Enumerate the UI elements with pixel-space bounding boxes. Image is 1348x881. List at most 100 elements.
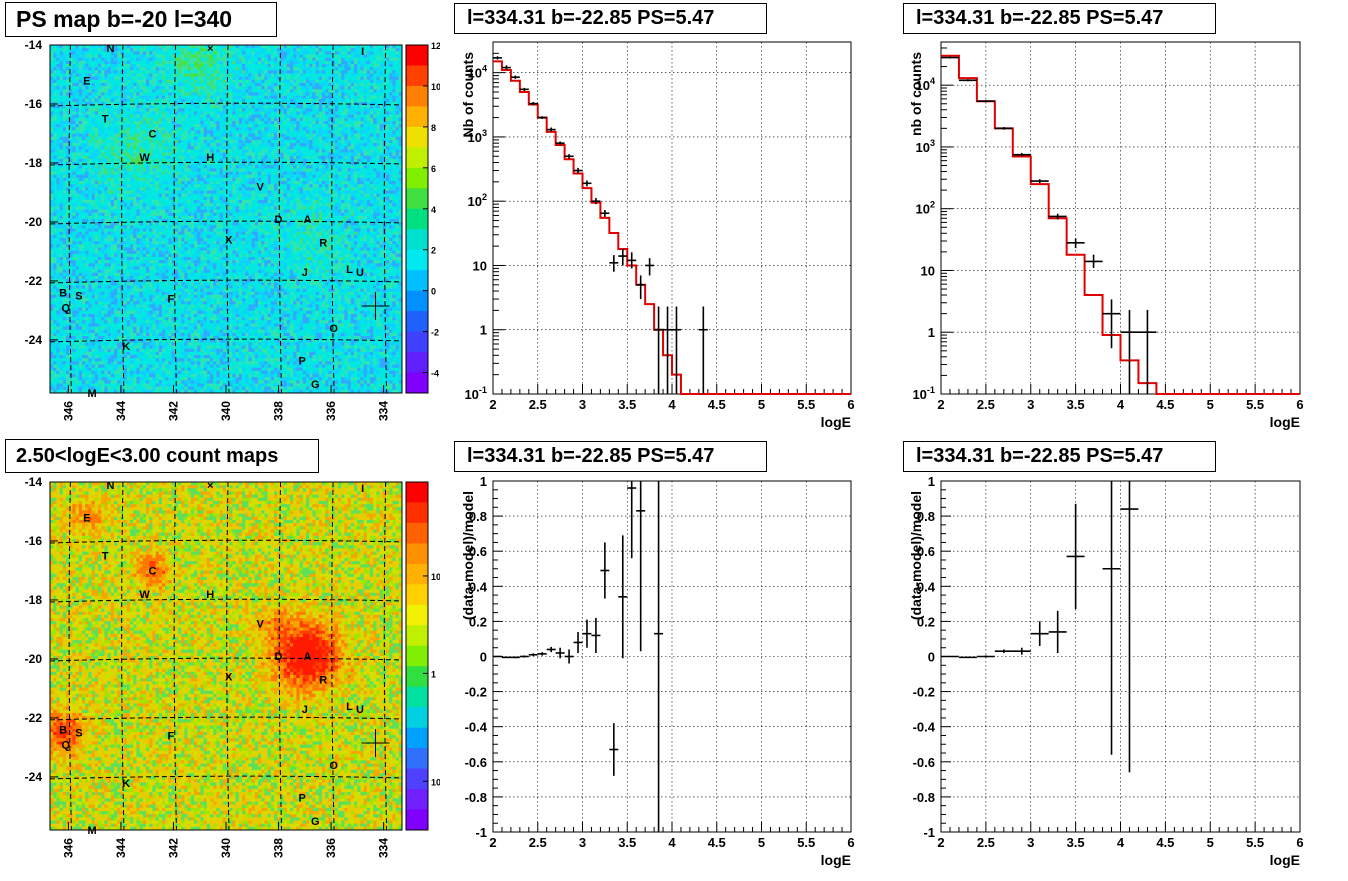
map-x-tick-label: 340 bbox=[219, 838, 233, 858]
source-label: E bbox=[83, 512, 90, 524]
map-y-tick-label: -16 bbox=[25, 97, 43, 111]
source-label: L bbox=[346, 701, 353, 713]
data-point bbox=[1067, 238, 1085, 248]
colorbar-swatch bbox=[406, 482, 428, 503]
map-y-tick-label: -22 bbox=[25, 711, 43, 725]
y-tick-label: 10-1 bbox=[464, 385, 487, 402]
colorbar-tick-label: -4 bbox=[431, 369, 439, 379]
source-label: I bbox=[361, 46, 364, 58]
source-label: C bbox=[148, 128, 156, 140]
y-tick-label: -0.6 bbox=[465, 755, 487, 770]
data-point bbox=[977, 655, 995, 657]
colorbar-swatch bbox=[406, 687, 428, 708]
colorbar-swatch bbox=[406, 86, 428, 107]
y-tick-label: 10 bbox=[921, 263, 935, 278]
x-tick-label: 6 bbox=[847, 835, 854, 850]
data-point bbox=[995, 649, 1013, 653]
source-label: W bbox=[139, 152, 150, 164]
source-label: M bbox=[87, 388, 96, 400]
map-x-tick-label: 334 bbox=[377, 838, 391, 858]
colorbar-swatch bbox=[406, 707, 428, 728]
data-point bbox=[1085, 255, 1103, 268]
y-tick-label: -0.4 bbox=[913, 720, 936, 735]
y-tick-label: 1 bbox=[480, 323, 487, 338]
data-point bbox=[538, 652, 547, 656]
ps-map-title: PS map b=-20 l=340 bbox=[5, 2, 277, 37]
y-tick-label: 102 bbox=[915, 200, 935, 217]
x-tick-label: 3.5 bbox=[618, 397, 636, 412]
colorbar-tick-label: 10 bbox=[431, 82, 440, 92]
data-point bbox=[609, 723, 618, 776]
data-point bbox=[636, 481, 645, 651]
source-label: × bbox=[207, 43, 213, 55]
colorbar-tick-label: 2 bbox=[431, 246, 436, 256]
colorbar-swatch bbox=[406, 332, 428, 353]
data-point bbox=[636, 275, 645, 299]
colorbar-swatch bbox=[406, 45, 428, 66]
colorbar-swatch bbox=[406, 311, 428, 332]
colorbar-swatch bbox=[406, 373, 428, 394]
map-x-tick-label: 340 bbox=[219, 401, 233, 421]
y-tick-label: 1 bbox=[928, 325, 935, 340]
source-label: O bbox=[329, 323, 338, 335]
map-x-tick-label: 342 bbox=[166, 838, 180, 858]
colorbar-swatch bbox=[406, 229, 428, 250]
y-tick-label: -1 bbox=[475, 825, 487, 840]
x-tick-label: 5 bbox=[1207, 397, 1214, 412]
x-tick-label: 4.5 bbox=[708, 835, 726, 850]
source-label: T bbox=[102, 114, 109, 126]
colorbar-swatch bbox=[406, 188, 428, 209]
count-map-title: 2.50<logE<3.00 count maps bbox=[5, 439, 319, 473]
map-y-tick-label: -20 bbox=[25, 215, 43, 229]
x-tick-label: 4.5 bbox=[1156, 835, 1174, 850]
colorbar bbox=[406, 482, 428, 831]
data-point bbox=[941, 656, 959, 657]
x-tick-label: 4 bbox=[1117, 397, 1125, 412]
colorbar-swatch bbox=[406, 291, 428, 312]
x-axis-label: logE bbox=[821, 414, 851, 430]
colorbar-swatch bbox=[406, 147, 428, 168]
map-x-tick-label: 338 bbox=[272, 838, 286, 858]
x-tick-label: 6 bbox=[847, 397, 854, 412]
data-point bbox=[1138, 310, 1156, 394]
colorbar-swatch bbox=[406, 810, 428, 831]
colorbar-swatch bbox=[406, 748, 428, 769]
x-axis-label: logE bbox=[821, 852, 851, 868]
map-y-tick-label: -20 bbox=[25, 652, 43, 666]
colorbar-swatch bbox=[406, 605, 428, 626]
residual-title-2: l=334.31 b=-22.85 PS=5.47 bbox=[903, 441, 1216, 472]
data-point bbox=[556, 648, 565, 659]
x-tick-label: 4 bbox=[668, 835, 676, 850]
y-tick-label: 1 bbox=[480, 474, 487, 489]
y-axis-label: Nb of counts bbox=[460, 52, 476, 138]
data-point bbox=[654, 306, 663, 394]
data-points bbox=[493, 56, 708, 394]
map-y-tick-label: -14 bbox=[25, 475, 43, 489]
x-tick-label: 2 bbox=[489, 397, 496, 412]
source-label: A bbox=[303, 651, 311, 663]
source-label: A bbox=[303, 214, 311, 226]
map-y-tick-label: -24 bbox=[25, 333, 43, 347]
y-tick-label: -0.6 bbox=[913, 755, 935, 770]
data-point bbox=[511, 76, 520, 79]
source-label: Q bbox=[61, 739, 70, 751]
data-point bbox=[618, 535, 627, 658]
x-tick-label: 2 bbox=[937, 835, 944, 850]
map-x-tick-label: 336 bbox=[324, 838, 338, 858]
colorbar-swatch bbox=[406, 789, 428, 810]
data-point bbox=[583, 180, 592, 186]
data-point bbox=[1031, 179, 1049, 183]
x-tick-label: 5 bbox=[1207, 835, 1214, 850]
data-point bbox=[609, 255, 618, 272]
data-point bbox=[565, 154, 574, 158]
grid bbox=[493, 481, 851, 832]
y-tick-label: -0.8 bbox=[465, 790, 487, 805]
y-tick-label: -0.2 bbox=[913, 685, 935, 700]
x-tick-label: 3.5 bbox=[1067, 835, 1085, 850]
source-label: E bbox=[83, 75, 90, 87]
map-y-tick-label: -16 bbox=[25, 534, 43, 548]
data-point bbox=[663, 306, 672, 394]
grid bbox=[493, 42, 851, 394]
